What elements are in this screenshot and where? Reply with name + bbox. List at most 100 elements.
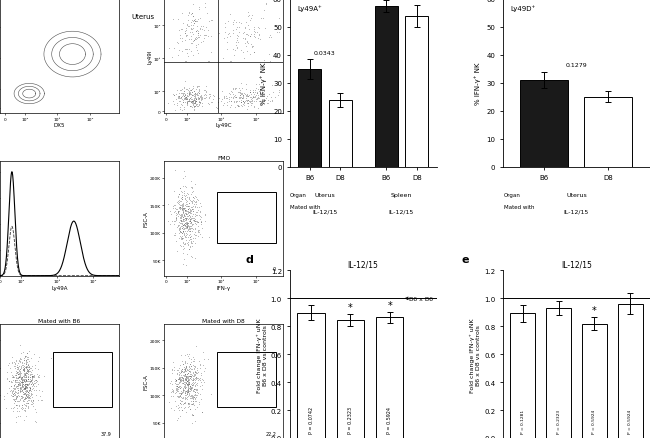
Point (11, 370, 21, 377)
Point (248, 89, 259, 96)
Point (178, 378, 188, 385)
Point (165, 221, 176, 228)
Point (178, 222, 188, 229)
Point (185, 231, 196, 238)
Point (252, 89, 262, 96)
Point (197, 376, 207, 383)
Point (194, 95, 204, 102)
Point (23, 389, 34, 396)
Point (25, 397, 36, 404)
Point (185, 371, 196, 378)
Point (177, 376, 188, 383)
Point (184, 91, 194, 98)
Point (18, 364, 28, 371)
Point (179, 218, 189, 225)
Point (205, 34, 216, 41)
Point (172, 385, 183, 392)
Point (168, 16, 178, 23)
Point (12, 379, 22, 386)
Point (14, 372, 25, 379)
Point (184, 205, 194, 212)
Point (177, 220, 187, 227)
Point (179, 226, 190, 233)
Point (20, 384, 31, 391)
Point (238, 101, 248, 108)
Point (191, 98, 202, 105)
Point (18, 378, 29, 385)
Point (23, 386, 34, 393)
Point (19, 396, 29, 403)
Point (177, 38, 187, 45)
Point (170, 376, 181, 383)
Point (222, 95, 233, 102)
Point (198, 349, 208, 356)
Point (23, 376, 33, 383)
Point (188, 394, 198, 401)
Point (185, 384, 195, 391)
Point (183, 383, 194, 390)
Point (12, 377, 23, 384)
Point (185, 226, 195, 233)
Point (219, 95, 229, 102)
Point (191, 96, 202, 103)
Point (174, 219, 185, 226)
Point (231, 46, 242, 53)
Point (186, 239, 196, 246)
Point (20, 394, 30, 401)
Point (189, 20, 200, 27)
Point (177, 201, 187, 208)
Point (181, 198, 192, 205)
Point (177, 102, 187, 109)
Point (190, 394, 201, 401)
Point (257, 98, 267, 105)
Point (19, 385, 29, 392)
Point (21, 395, 31, 402)
Point (177, 192, 187, 199)
Point (188, 195, 199, 202)
Point (189, 103, 200, 110)
Point (18, 394, 29, 401)
Point (171, 377, 181, 384)
Point (187, 376, 197, 383)
Point (180, 58, 190, 65)
Point (177, 235, 188, 242)
Point (188, 208, 198, 215)
Point (200, 33, 210, 40)
Point (185, 99, 196, 106)
Point (2, 375, 12, 382)
Point (180, 368, 190, 375)
Bar (53, 353, 112, 407)
Point (184, 194, 194, 201)
Point (183, 374, 194, 381)
Point (182, 101, 192, 108)
Point (187, 384, 197, 391)
Point (187, 379, 197, 386)
Point (177, 373, 187, 380)
Point (188, 32, 199, 39)
Point (172, 224, 183, 231)
Point (181, 86, 191, 93)
Point (21, 365, 31, 372)
Point (179, 213, 190, 220)
Point (179, 392, 190, 399)
Point (183, 400, 193, 407)
Point (20, 377, 31, 384)
Point (258, 16, 268, 23)
Point (174, 235, 184, 242)
Point (166, 386, 177, 393)
Point (179, 400, 189, 407)
Point (166, 54, 177, 61)
Point (174, 201, 185, 208)
Point (175, 377, 185, 384)
Point (169, 92, 179, 99)
Point (227, 85, 238, 92)
Point (190, 99, 201, 106)
Bar (374, 7, 398, 167)
Point (179, 212, 189, 219)
Point (187, 366, 198, 373)
Point (20, 407, 30, 414)
Point (179, 88, 189, 95)
Point (173, 402, 183, 409)
Point (197, 26, 207, 33)
Point (180, 376, 190, 383)
